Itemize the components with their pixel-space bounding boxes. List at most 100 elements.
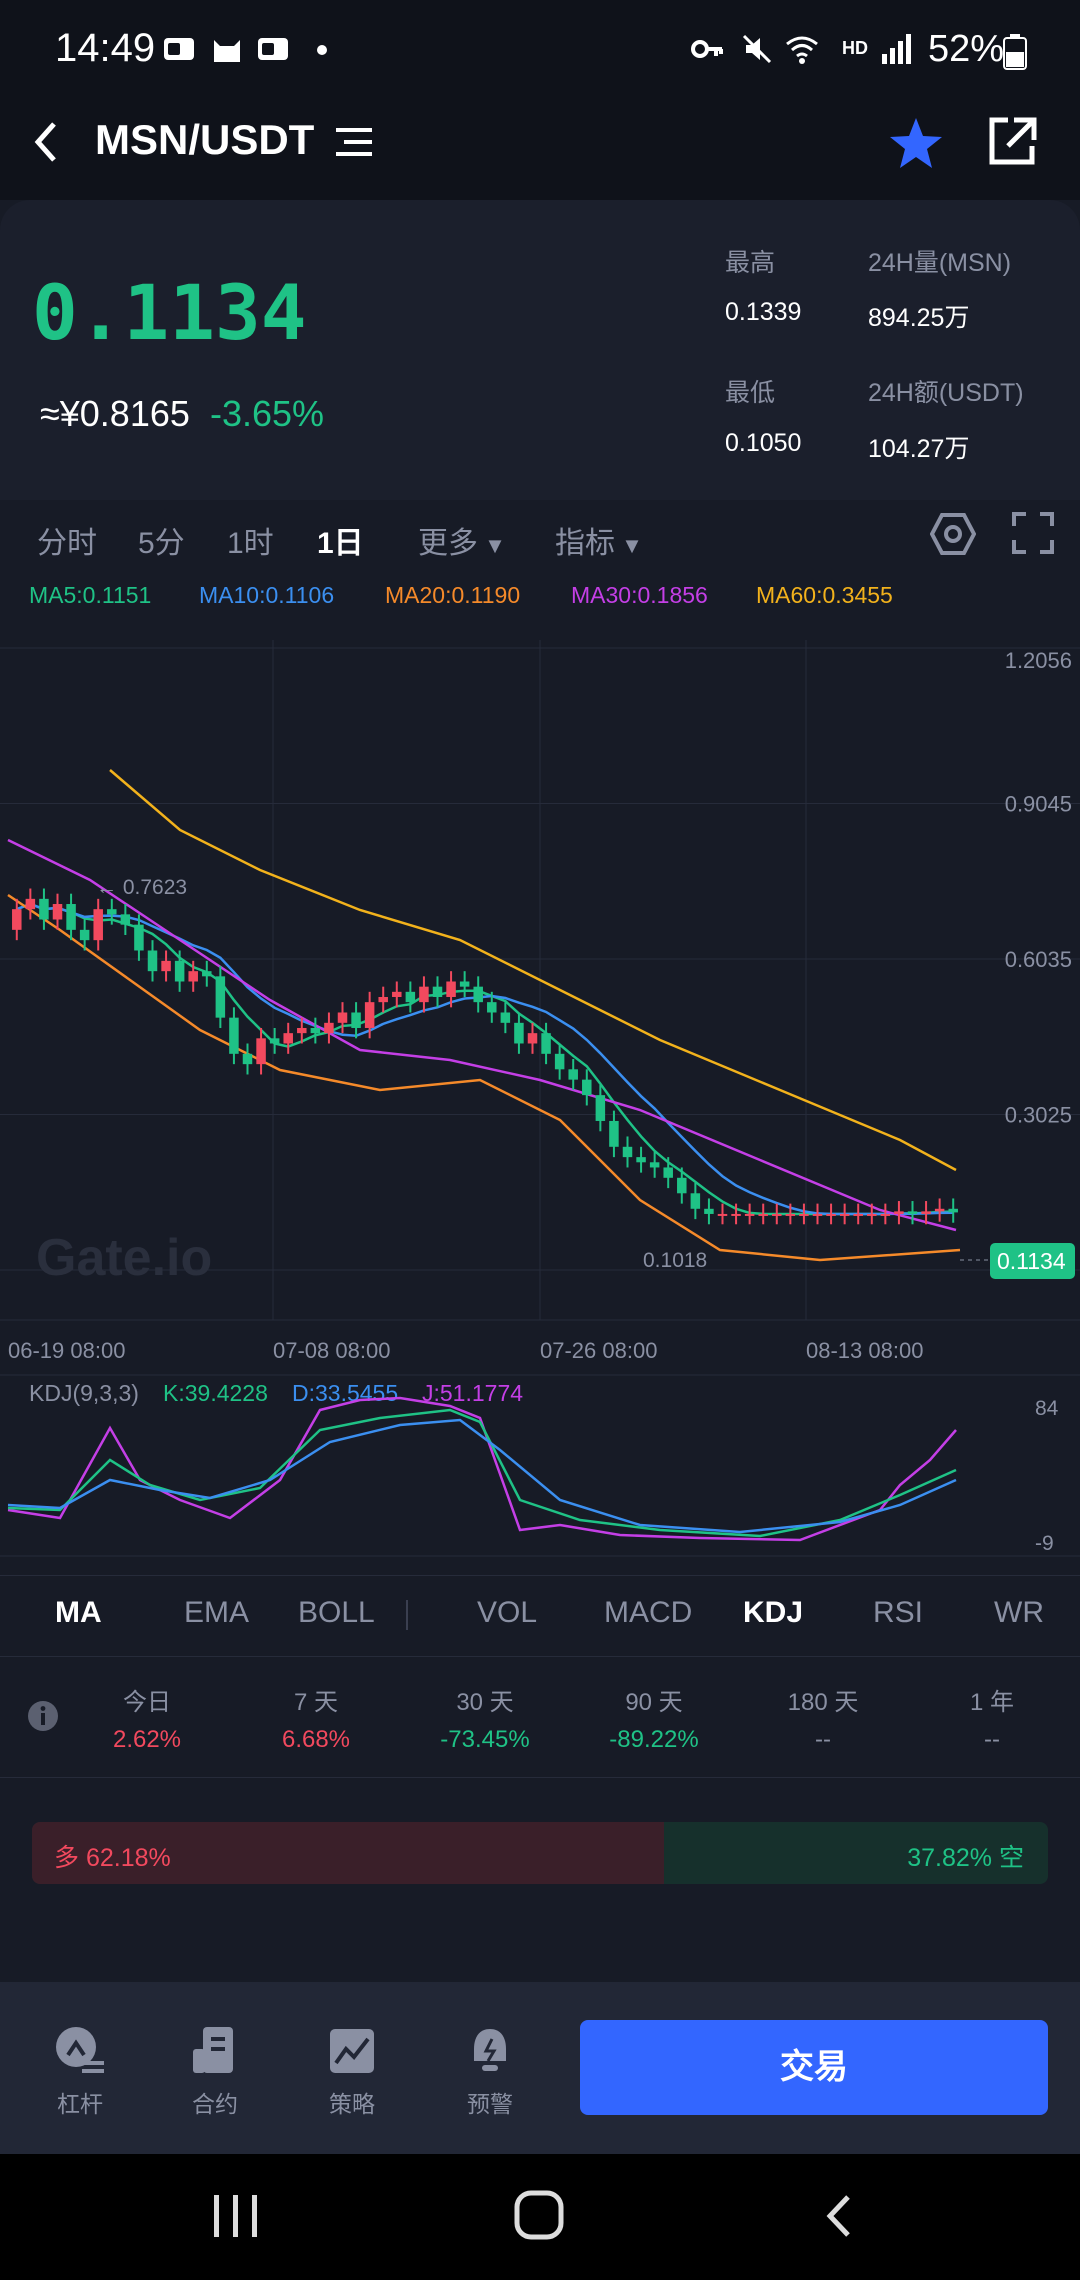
- candle: [622, 1146, 633, 1158]
- trade-button[interactable]: 交易: [580, 2020, 1048, 2115]
- tab-more[interactable]: 更多 ▼: [418, 518, 506, 562]
- candle: [459, 981, 470, 987]
- low-label: 最低: [725, 379, 776, 407]
- fullscreen-icon[interactable]: [1012, 512, 1054, 554]
- tab-ma[interactable]: MA: [55, 1596, 102, 1629]
- share-icon[interactable]: [986, 116, 1038, 168]
- caret-down-icon: ▼: [615, 533, 643, 558]
- y-tick-label: 0.9045: [1005, 792, 1072, 817]
- ma30-line: [7, 838, 957, 1232]
- kdj-tick-low: -9: [1035, 1532, 1054, 1555]
- candle: [609, 1120, 619, 1147]
- settings-hex-icon[interactable]: [930, 512, 976, 556]
- candle: [582, 1079, 592, 1096]
- period-label-30d: 30 天: [456, 1689, 514, 1716]
- candle: [297, 1027, 307, 1034]
- wifi-icon: [786, 36, 818, 64]
- tab-wr[interactable]: WR: [994, 1596, 1044, 1629]
- amount-value: 104.27万: [868, 435, 970, 463]
- candle: [107, 909, 117, 915]
- home-icon[interactable]: [514, 2190, 564, 2240]
- candle: [310, 1027, 321, 1034]
- candle: [948, 1208, 958, 1213]
- candle: [785, 1213, 796, 1216]
- tab-boll[interactable]: BOLL: [298, 1596, 375, 1629]
- system-nav-bar: [0, 2154, 1080, 2280]
- candle: [215, 976, 226, 1018]
- candle: [541, 1033, 551, 1054]
- candle: [432, 986, 443, 997]
- tab-5min[interactable]: 5分: [138, 527, 185, 560]
- candle: [772, 1213, 782, 1216]
- candle: [880, 1213, 891, 1216]
- candle: [25, 898, 36, 910]
- ma5-line: [16, 902, 954, 1216]
- notification-icon: [164, 38, 194, 60]
- divider: [0, 1777, 1080, 1778]
- tab-macd[interactable]: MACD: [604, 1596, 693, 1629]
- candle: [337, 1012, 348, 1023]
- ma60-line: [109, 769, 957, 1172]
- nav-leverage[interactable]: 杠杆: [35, 2025, 125, 2119]
- dot-icon: [317, 45, 327, 55]
- candle: [52, 904, 63, 920]
- pair-title[interactable]: MSN/USDT: [95, 116, 315, 163]
- nav-contract-label: 合约: [192, 2091, 238, 2117]
- tab-rsi[interactable]: RSI: [873, 1596, 924, 1629]
- key-icon: [691, 40, 723, 58]
- nav-contract[interactable]: 合约: [170, 2025, 260, 2119]
- period-value-1y: --: [984, 1726, 1000, 1753]
- tab-indicators[interactable]: 指标 ▼: [555, 518, 643, 562]
- menu-icon[interactable]: [336, 126, 372, 158]
- x-tick-label: 08-13 08:00: [806, 1338, 923, 1360]
- tab-ema[interactable]: EMA: [184, 1596, 250, 1629]
- high-label: 最高: [725, 249, 776, 277]
- system-back-icon[interactable]: [822, 2193, 856, 2239]
- nav-alert[interactable]: 预警: [445, 2025, 535, 2119]
- candle: [256, 1038, 266, 1065]
- candle: [161, 960, 171, 972]
- star-icon[interactable]: [888, 116, 944, 170]
- tab-vol[interactable]: VOL: [477, 1596, 538, 1629]
- candle: [934, 1208, 945, 1212]
- recent-apps-icon[interactable]: [212, 2193, 260, 2239]
- back-icon[interactable]: [30, 120, 64, 164]
- candle: [704, 1208, 714, 1214]
- candle: [188, 971, 198, 982]
- kdj-chart[interactable]: 84 -9: [0, 1370, 1080, 1570]
- last-price: 0.1134: [32, 268, 307, 357]
- tab-1hour[interactable]: 1时: [227, 527, 274, 560]
- candle: [839, 1213, 850, 1216]
- cny-price: ≈¥0.8165: [40, 393, 190, 434]
- tab-1day[interactable]: 1日: [317, 527, 364, 560]
- short-ratio-label: 37.82% 空: [907, 1844, 1024, 1872]
- ma-lines: [7, 769, 961, 1262]
- candle: [351, 1012, 361, 1028]
- candle: [66, 904, 76, 930]
- candle: [392, 991, 402, 997]
- long-short-ratio-bar: [32, 1822, 1048, 1884]
- current-price-tag: [990, 1243, 1075, 1279]
- info-icon[interactable]: [27, 1700, 59, 1732]
- candle: [12, 909, 22, 930]
- period-value-180d: --: [815, 1726, 831, 1753]
- ma20-line: [7, 893, 961, 1262]
- period-label-180d: 180 天: [787, 1689, 859, 1716]
- period-value-7d: 6.68%: [281, 1726, 351, 1753]
- nav-strategy[interactable]: 策略: [307, 2025, 397, 2119]
- candles: [12, 888, 958, 1225]
- max-annotation: ← 0.7623: [96, 876, 187, 899]
- nav-strategy-label: 策略: [329, 2091, 375, 2117]
- nav-leverage-label: 杠杆: [57, 2091, 103, 2117]
- kdj-j-line: [7, 1396, 957, 1542]
- candle: [93, 909, 103, 941]
- candle: [690, 1193, 701, 1209]
- ma60-legend: MA60:0.3455: [756, 582, 893, 608]
- candle: [419, 986, 429, 1003]
- candle: [894, 1211, 904, 1214]
- tab-kdj[interactable]: KDJ: [743, 1596, 804, 1629]
- tab-timeshare[interactable]: 分时: [37, 527, 97, 560]
- watermark: Gate.io: [36, 1229, 212, 1287]
- candle: [446, 981, 456, 997]
